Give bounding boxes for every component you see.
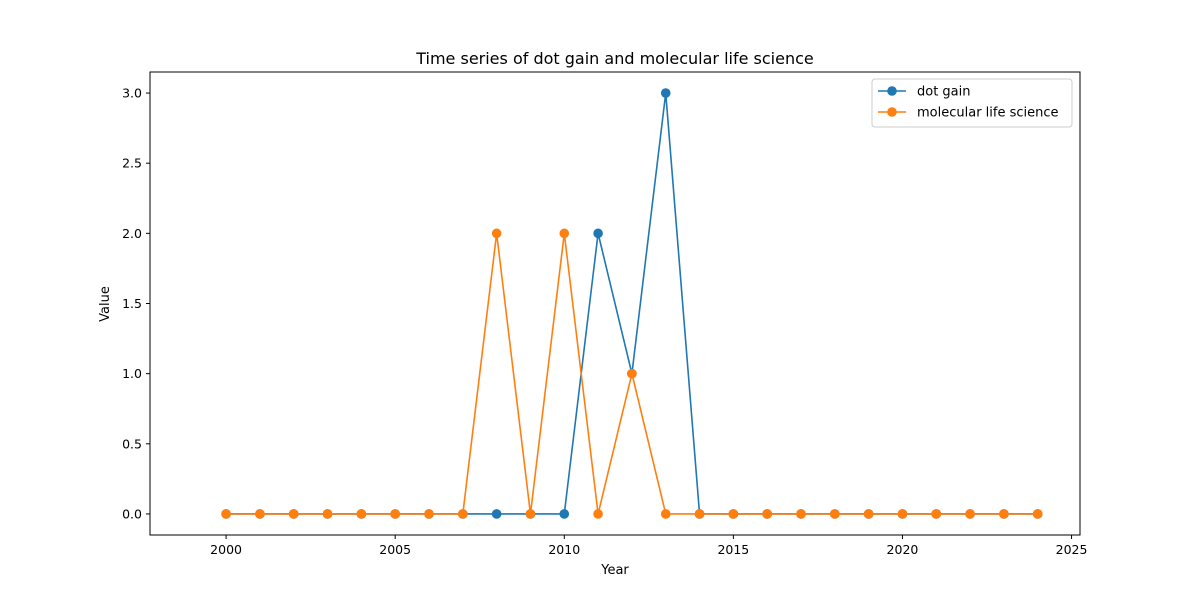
x-tick-label: 2020 (887, 542, 919, 557)
data-point (863, 509, 874, 519)
data-point (593, 228, 603, 239)
data-point (424, 509, 434, 519)
data-point (255, 509, 265, 519)
data-point (221, 509, 231, 519)
y-tick-label: 3.0 (122, 86, 142, 101)
y-tick-label: 2.5 (122, 156, 142, 171)
data-point (728, 509, 739, 519)
axes: 2000 2005 2010 2015 2020 2025 0.0 0.5 1.0 1.5 2.0 2… (122, 71, 1088, 557)
data-point (694, 509, 705, 519)
data-point (322, 509, 333, 519)
x-tick-label: 2000 (210, 542, 242, 557)
data-point (525, 509, 536, 519)
series-layer (221, 88, 1043, 519)
x-axis-label: Year (600, 563, 629, 578)
data-point (390, 509, 400, 519)
data-point (627, 368, 637, 379)
data-point (559, 228, 570, 239)
data-point (458, 509, 468, 519)
data-point (796, 509, 806, 519)
data-point (965, 509, 975, 519)
x-tick-label: 2005 (379, 542, 411, 557)
data-point (491, 228, 502, 239)
data-point (762, 509, 772, 519)
y-axis-label: Value (98, 286, 113, 322)
chart-title: Time series of dot gain and molecular li… (415, 49, 814, 68)
data-point (660, 88, 671, 98)
data-point (491, 509, 502, 519)
series-dot-gain (221, 88, 1043, 519)
legend: dot gain molecular life science (871, 78, 1073, 128)
y-tick-label: 0.5 (122, 436, 142, 451)
x-tick-label: 2015 (717, 542, 749, 557)
legend-label: molecular life science (917, 106, 1059, 121)
legend-label: dot gain (917, 85, 971, 100)
data-point (559, 509, 570, 519)
data-point (660, 509, 671, 519)
series-molecular-life-science (221, 228, 1043, 519)
legend-marker (887, 107, 897, 117)
legend-marker (887, 86, 897, 96)
x-tick-label: 2010 (548, 542, 580, 557)
data-point (356, 509, 367, 519)
data-point (830, 509, 840, 519)
y-tick-label: 1.5 (122, 296, 142, 311)
series-line (226, 92, 1038, 515)
y-tick-label: 1.0 (122, 366, 142, 381)
data-point (931, 509, 942, 519)
data-point (593, 509, 603, 519)
y-tick-label: 2.0 (122, 226, 142, 241)
legend-box (871, 78, 1073, 128)
data-point (897, 509, 908, 519)
data-point (288, 509, 299, 519)
x-tick-label: 2025 (1056, 542, 1088, 557)
data-point (999, 509, 1009, 519)
y-tick-label: 0.0 (122, 506, 142, 521)
data-point (1032, 509, 1043, 519)
